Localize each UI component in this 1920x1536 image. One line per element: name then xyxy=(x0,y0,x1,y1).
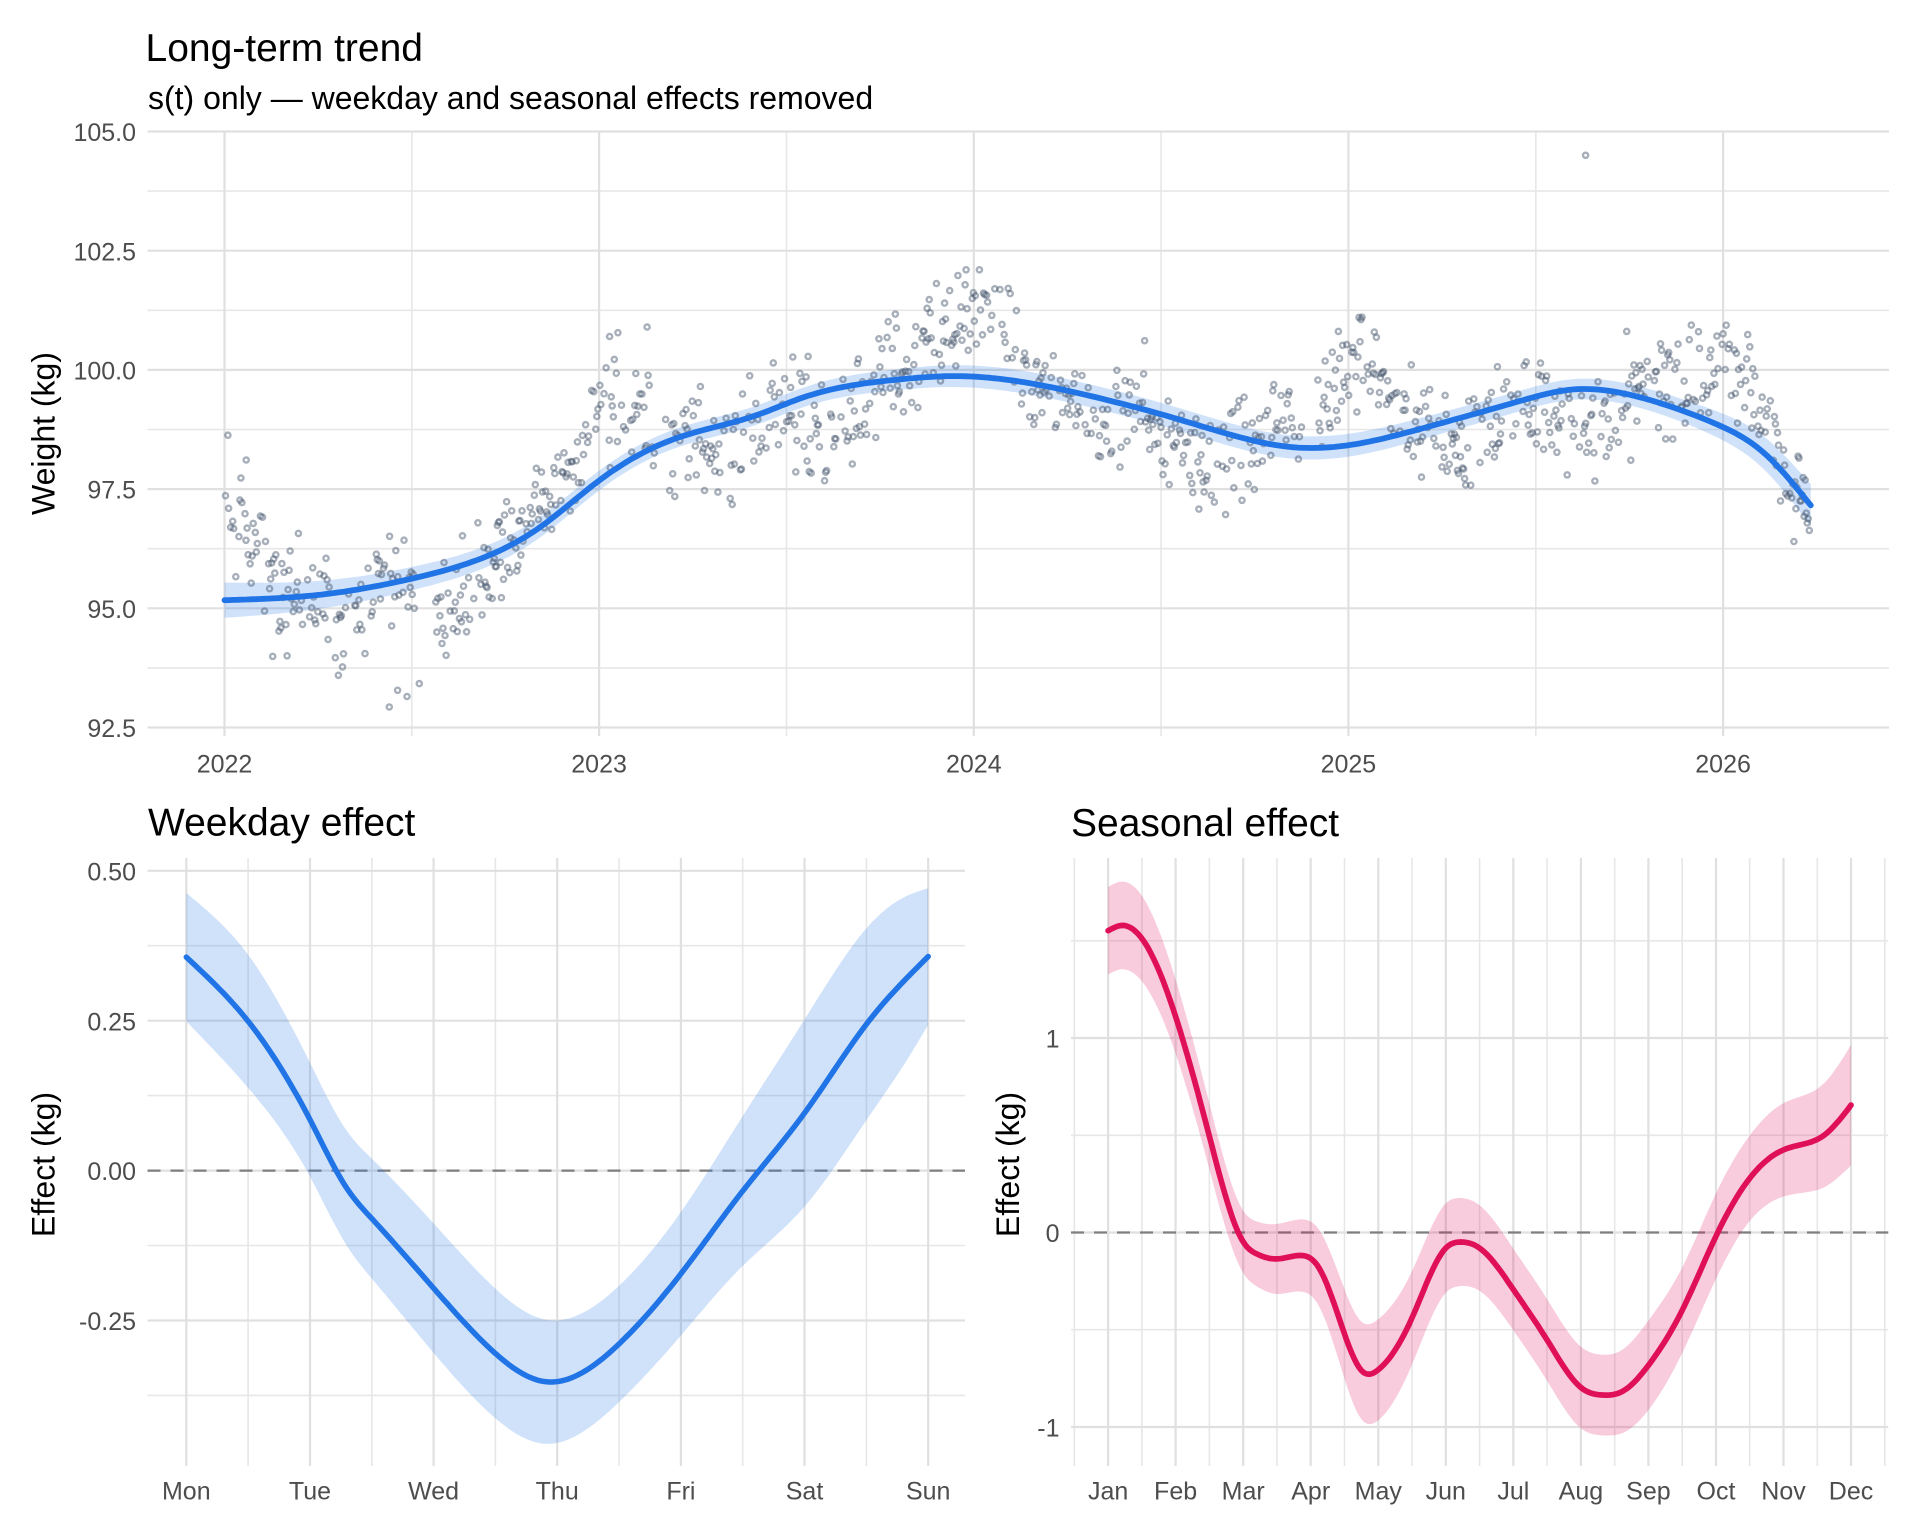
svg-text:0: 0 xyxy=(1046,1220,1060,1248)
svg-text:Mon: Mon xyxy=(162,1478,211,1506)
svg-text:Effect (kg): Effect (kg) xyxy=(26,1092,62,1237)
svg-text:Sun: Sun xyxy=(906,1478,950,1506)
svg-text:105.0: 105.0 xyxy=(73,119,136,147)
svg-text:Dec: Dec xyxy=(1829,1478,1873,1506)
svg-text:Aug: Aug xyxy=(1559,1478,1603,1506)
svg-text:s(t) only — weekday and season: s(t) only — weekday and seasonal effects… xyxy=(148,80,873,116)
svg-text:Seasonal effect: Seasonal effect xyxy=(1071,802,1339,845)
svg-text:Thu: Thu xyxy=(536,1478,579,1506)
svg-text:Sep: Sep xyxy=(1626,1478,1670,1506)
svg-text:102.5: 102.5 xyxy=(73,238,136,266)
svg-text:2025: 2025 xyxy=(1321,751,1377,779)
svg-text:2022: 2022 xyxy=(197,751,253,779)
svg-text:2024: 2024 xyxy=(946,751,1002,779)
svg-text:May: May xyxy=(1355,1478,1403,1506)
svg-text:0.00: 0.00 xyxy=(87,1158,136,1186)
svg-text:Mar: Mar xyxy=(1222,1478,1265,1506)
svg-text:Tue: Tue xyxy=(289,1478,331,1506)
svg-text:100.0: 100.0 xyxy=(73,358,136,386)
svg-text:95.0: 95.0 xyxy=(87,596,136,624)
svg-text:Nov: Nov xyxy=(1761,1478,1806,1506)
svg-text:-1: -1 xyxy=(1037,1415,1059,1443)
svg-text:Sat: Sat xyxy=(786,1478,824,1506)
svg-text:2023: 2023 xyxy=(571,751,627,779)
svg-text:Feb: Feb xyxy=(1154,1478,1197,1506)
svg-text:2026: 2026 xyxy=(1695,751,1751,779)
svg-text:Weekday effect: Weekday effect xyxy=(148,802,416,845)
svg-text:Jan: Jan xyxy=(1088,1478,1128,1506)
svg-text:Apr: Apr xyxy=(1291,1478,1330,1506)
svg-text:Oct: Oct xyxy=(1697,1478,1736,1506)
svg-text:Jun: Jun xyxy=(1426,1478,1466,1506)
svg-text:0.25: 0.25 xyxy=(87,1008,136,1036)
svg-text:92.5: 92.5 xyxy=(87,715,136,743)
svg-text:0.50: 0.50 xyxy=(87,858,136,886)
svg-text:97.5: 97.5 xyxy=(87,477,136,505)
svg-text:Long-term trend: Long-term trend xyxy=(146,27,423,70)
svg-text:Wed: Wed xyxy=(408,1478,459,1506)
svg-text:Fri: Fri xyxy=(666,1478,695,1506)
svg-text:1: 1 xyxy=(1046,1026,1060,1054)
svg-text:-0.25: -0.25 xyxy=(79,1308,136,1336)
svg-text:Weight (kg): Weight (kg) xyxy=(26,352,62,515)
svg-text:Jul: Jul xyxy=(1497,1478,1529,1506)
svg-text:Effect (kg): Effect (kg) xyxy=(990,1092,1026,1237)
